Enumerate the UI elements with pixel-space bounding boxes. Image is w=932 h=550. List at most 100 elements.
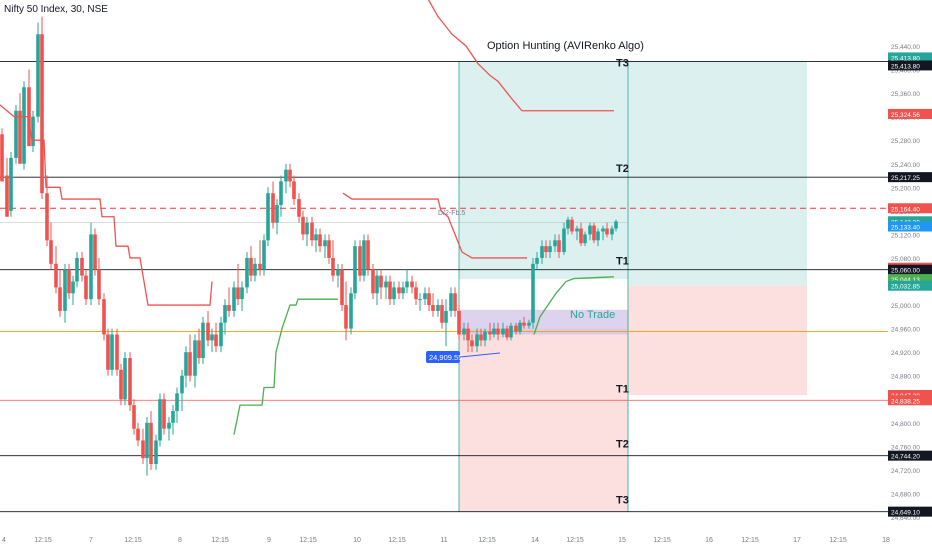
candle[interactable] xyxy=(40,16,44,200)
candle[interactable] xyxy=(522,316,526,329)
candle[interactable] xyxy=(145,416,149,476)
candle[interactable] xyxy=(67,263,71,300)
candle[interactable] xyxy=(297,193,301,223)
candle[interactable] xyxy=(14,104,18,164)
candle[interactable] xyxy=(193,334,197,388)
candle[interactable] xyxy=(570,216,574,235)
candle[interactable] xyxy=(279,175,283,217)
candle[interactable] xyxy=(518,319,522,335)
candle[interactable] xyxy=(18,93,22,164)
candle[interactable] xyxy=(375,269,379,306)
candle[interactable] xyxy=(610,225,614,241)
candle[interactable] xyxy=(488,322,492,341)
candle[interactable] xyxy=(93,228,97,276)
candle[interactable] xyxy=(514,322,518,335)
candle[interactable] xyxy=(614,219,618,232)
candle[interactable] xyxy=(106,328,110,376)
candle[interactable] xyxy=(80,252,84,282)
candle[interactable] xyxy=(509,322,513,341)
candle[interactable] xyxy=(119,363,123,406)
candle[interactable] xyxy=(410,275,414,294)
candle[interactable] xyxy=(583,231,587,247)
candle[interactable] xyxy=(110,328,114,376)
candle[interactable] xyxy=(236,263,240,306)
candle[interactable] xyxy=(592,222,596,244)
candle[interactable] xyxy=(457,305,461,341)
candle[interactable] xyxy=(492,322,496,338)
candle[interactable] xyxy=(36,22,40,123)
candle[interactable] xyxy=(227,287,231,317)
candle[interactable] xyxy=(462,322,466,341)
candle[interactable] xyxy=(540,240,544,264)
candle[interactable] xyxy=(362,234,366,282)
candle[interactable] xyxy=(427,287,431,311)
candle[interactable] xyxy=(0,128,4,182)
candle[interactable] xyxy=(470,334,474,353)
candle[interactable] xyxy=(318,228,322,253)
candle[interactable] xyxy=(249,246,253,282)
candle[interactable] xyxy=(562,222,566,256)
candle[interactable] xyxy=(128,352,132,412)
candle[interactable] xyxy=(102,293,106,341)
candle[interactable] xyxy=(596,228,600,247)
price-chart[interactable]: Option Hunting (AVIRenko Algo) No Trade D/… xyxy=(0,0,888,530)
candle[interactable] xyxy=(579,222,583,247)
candle[interactable] xyxy=(292,175,296,205)
candle[interactable] xyxy=(162,393,166,435)
candle[interactable] xyxy=(440,299,444,329)
candle[interactable] xyxy=(115,328,119,376)
candle[interactable] xyxy=(232,281,236,317)
price-callout-box[interactable] xyxy=(426,351,460,363)
candle[interactable] xyxy=(271,181,275,229)
candle[interactable] xyxy=(167,416,171,441)
candle[interactable] xyxy=(531,257,535,329)
candle[interactable] xyxy=(123,352,127,406)
candle[interactable] xyxy=(605,222,609,238)
candle[interactable] xyxy=(414,281,418,306)
candle[interactable] xyxy=(132,399,136,435)
candle[interactable] xyxy=(453,287,457,317)
candle[interactable] xyxy=(27,69,31,147)
candle[interactable] xyxy=(479,328,483,347)
candle[interactable] xyxy=(262,234,266,276)
candle[interactable] xyxy=(496,322,500,341)
candle[interactable] xyxy=(314,228,318,253)
candle[interactable] xyxy=(466,322,470,353)
candle[interactable] xyxy=(275,199,279,235)
candle[interactable] xyxy=(84,269,88,306)
candle[interactable] xyxy=(349,287,353,335)
candle[interactable] xyxy=(9,151,13,217)
candle[interactable] xyxy=(388,275,392,306)
candle[interactable] xyxy=(219,316,223,353)
candle[interactable] xyxy=(401,281,405,300)
candle[interactable] xyxy=(336,263,340,288)
candle[interactable] xyxy=(175,387,179,423)
candle[interactable] xyxy=(449,287,453,317)
candle[interactable] xyxy=(284,163,288,194)
candle[interactable] xyxy=(210,328,214,353)
candle[interactable] xyxy=(149,411,153,470)
candle[interactable] xyxy=(327,234,331,264)
candle[interactable] xyxy=(141,428,145,465)
candle[interactable] xyxy=(405,269,409,294)
candle[interactable] xyxy=(71,275,75,306)
candle[interactable] xyxy=(323,234,327,258)
candle[interactable] xyxy=(223,299,227,335)
candle[interactable] xyxy=(266,187,270,247)
candle[interactable] xyxy=(184,346,188,388)
candle[interactable] xyxy=(557,234,561,258)
candle[interactable] xyxy=(58,269,62,317)
candle[interactable] xyxy=(310,216,314,247)
candle[interactable] xyxy=(566,216,570,235)
candle[interactable] xyxy=(397,281,401,300)
candle[interactable] xyxy=(63,263,67,323)
candle[interactable] xyxy=(31,110,35,152)
candle[interactable] xyxy=(75,252,79,288)
candle[interactable] xyxy=(197,328,201,364)
candle[interactable] xyxy=(436,299,440,317)
candle[interactable] xyxy=(22,81,26,170)
candle[interactable] xyxy=(544,240,548,258)
candle[interactable] xyxy=(344,281,348,341)
candle[interactable] xyxy=(158,393,162,447)
candle[interactable] xyxy=(245,252,249,294)
